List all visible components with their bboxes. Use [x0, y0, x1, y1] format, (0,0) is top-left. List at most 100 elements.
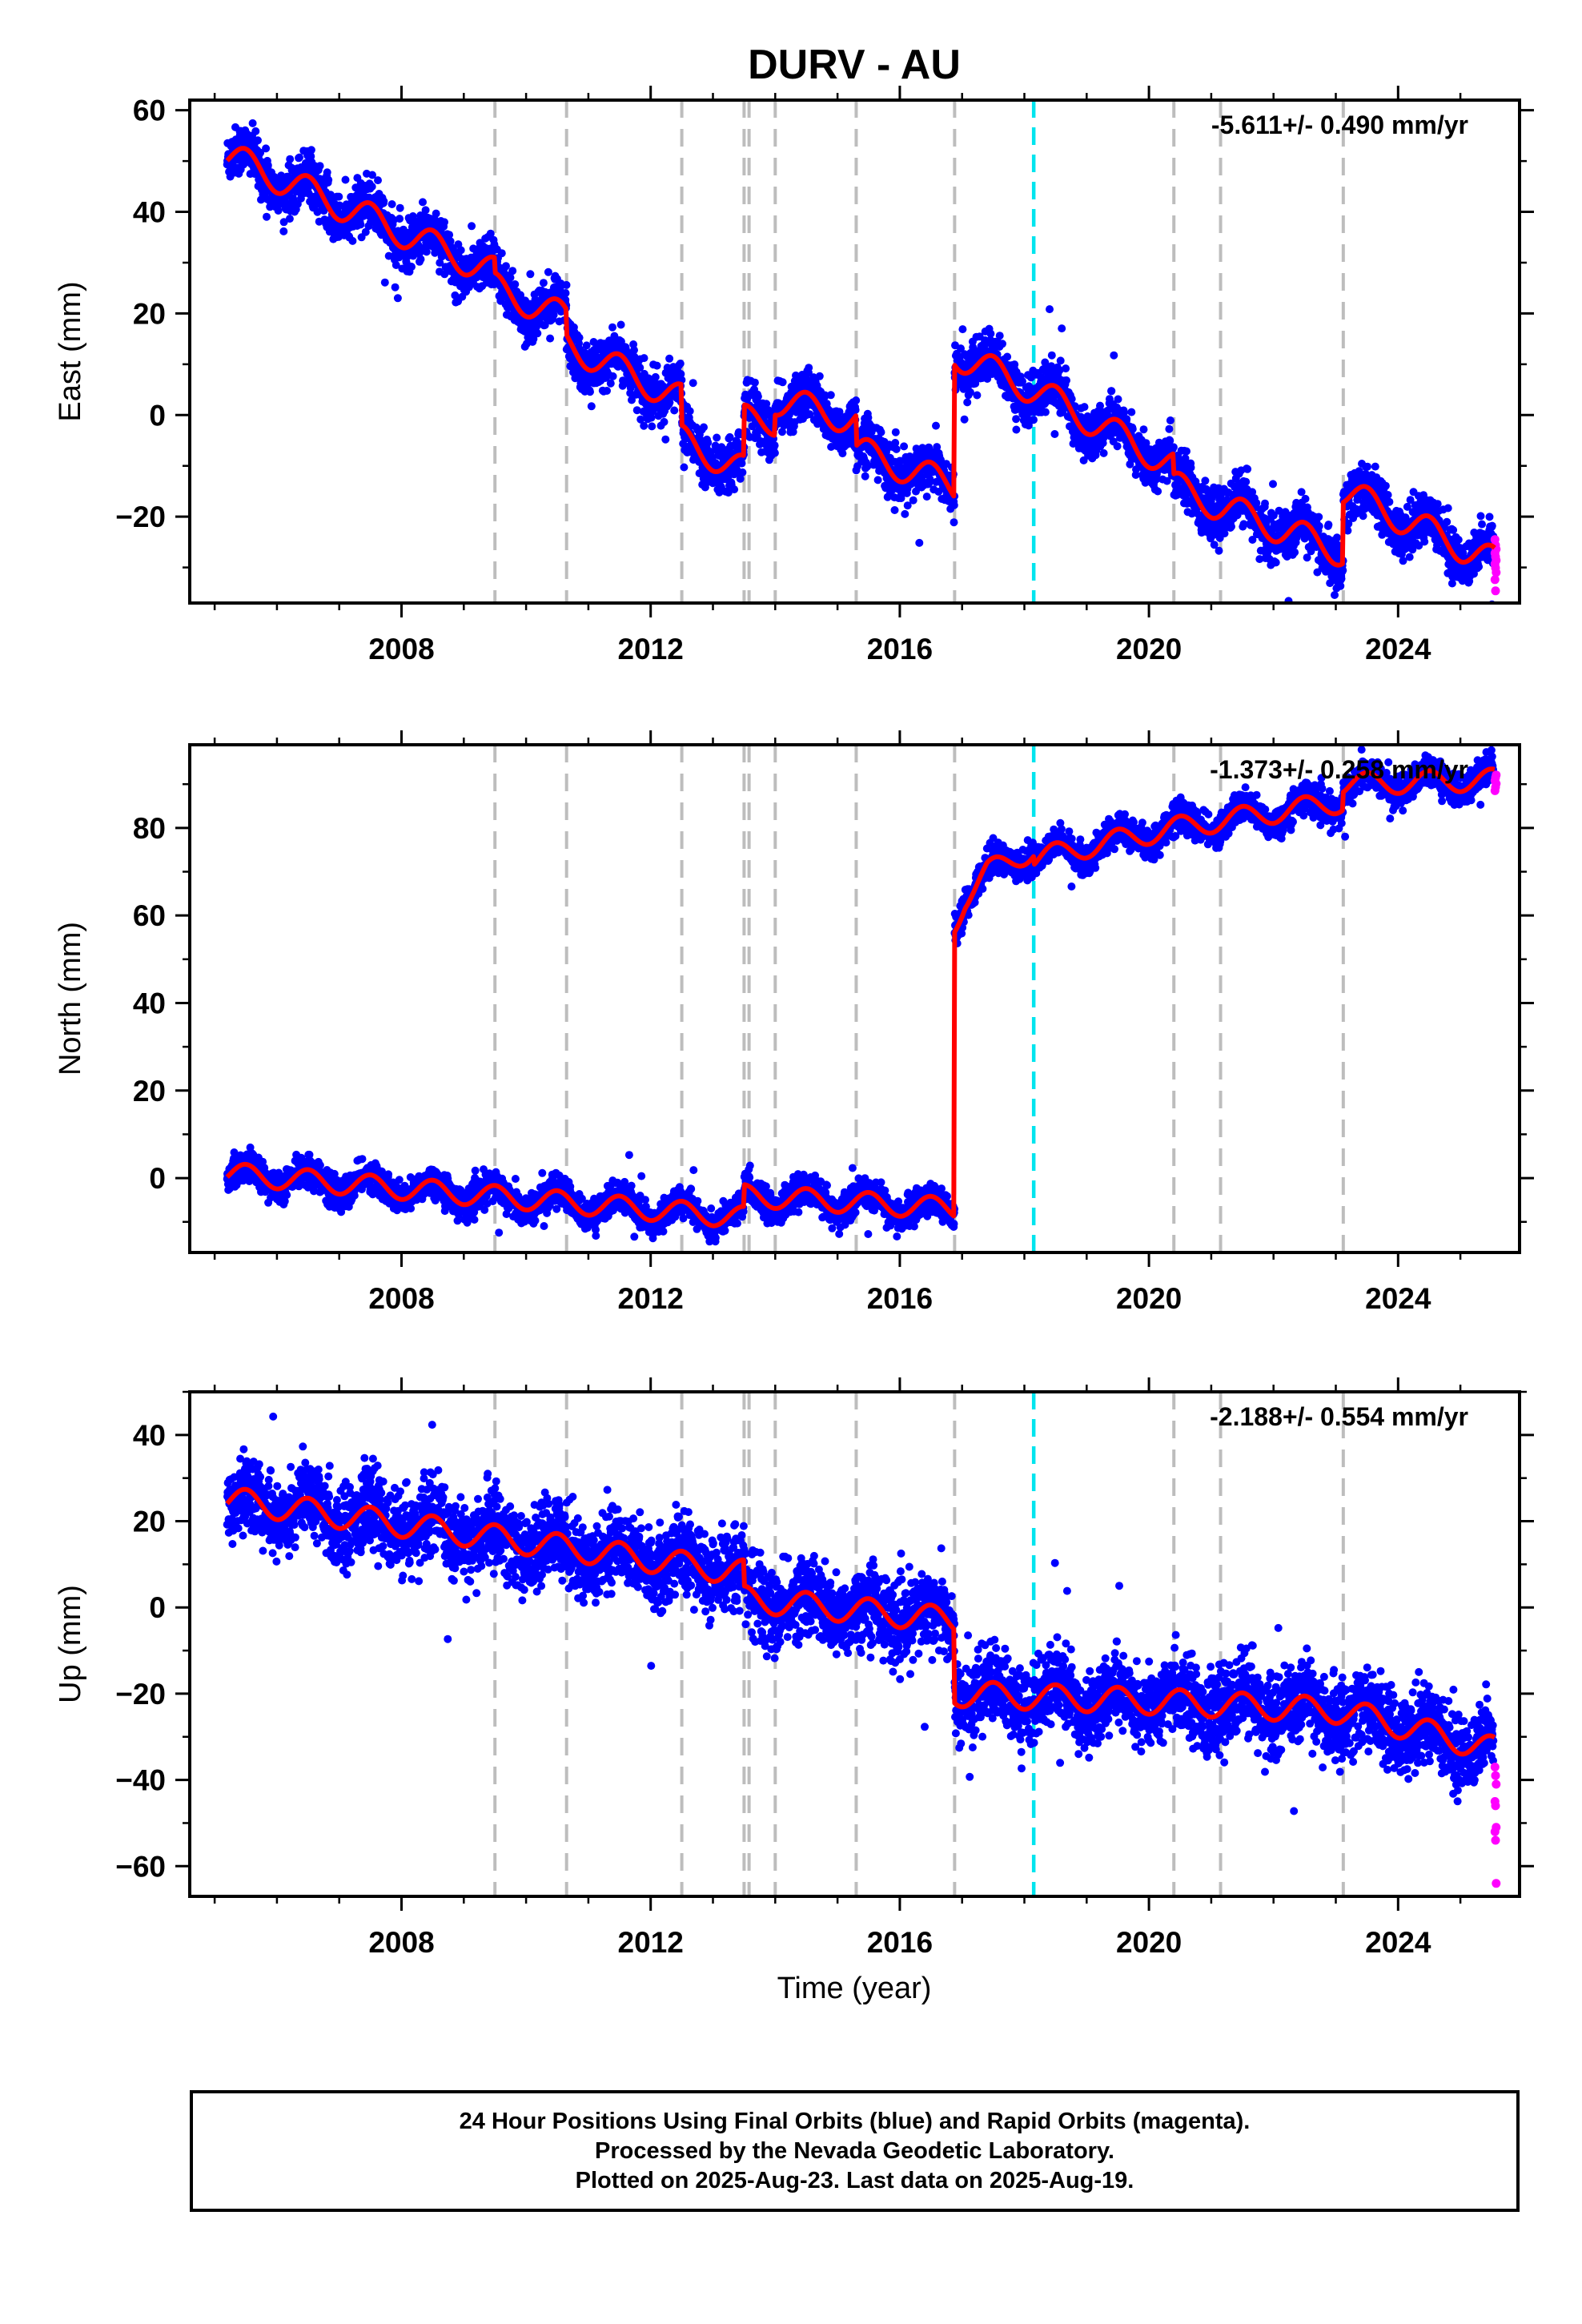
data-point: [1252, 499, 1261, 508]
data-point: [676, 360, 685, 368]
data-point: [877, 428, 885, 436]
data-point: [511, 280, 520, 288]
data-point: [379, 197, 388, 206]
data-point: [502, 262, 510, 271]
data-point: [995, 332, 1004, 340]
data-point: [966, 388, 974, 396]
data-point: [909, 496, 917, 505]
data-point: [677, 370, 685, 378]
data-point: [1227, 522, 1235, 531]
data-point: [1062, 376, 1070, 384]
data-point: [986, 329, 995, 338]
data-point: [1080, 403, 1089, 412]
data-point: [1010, 360, 1019, 369]
data-point: [287, 86, 295, 94]
data-point: [1339, 566, 1347, 575]
data-point: [1363, 462, 1371, 471]
data-point: [730, 485, 739, 494]
data-point: [900, 442, 909, 451]
data-point: [1110, 351, 1118, 360]
data-point: [1405, 553, 1414, 561]
data-point: [456, 246, 465, 255]
data-point: [1315, 513, 1323, 521]
data-point: [1301, 494, 1310, 503]
data-point: [1003, 352, 1012, 361]
data-point: [263, 161, 272, 170]
data-point: [319, 207, 328, 215]
data-point: [508, 267, 517, 275]
data-point: [262, 144, 271, 153]
data-point: [651, 372, 660, 381]
data-point: [432, 209, 440, 218]
data-point: [391, 261, 400, 269]
data-point: [805, 364, 813, 372]
data-point: [421, 206, 430, 215]
data-point: [851, 405, 860, 414]
data-point: [608, 372, 617, 380]
data-point: [1139, 425, 1148, 434]
data-point: [1385, 497, 1394, 506]
data-point: [1381, 481, 1390, 490]
data-point: [648, 422, 656, 431]
data-point: [608, 323, 616, 332]
data-point: [468, 222, 476, 231]
data-point: [1315, 522, 1323, 530]
data-point: [1297, 488, 1306, 497]
data-point: [506, 273, 515, 282]
data-point: [622, 345, 630, 354]
data-point: [636, 364, 644, 372]
data-point: [973, 391, 982, 400]
data-point: [575, 333, 584, 342]
data-point: [497, 249, 506, 258]
data-point: [251, 127, 260, 135]
data-point: [419, 198, 427, 207]
data-point: [821, 391, 829, 400]
data-point: [1243, 464, 1252, 473]
data-point: [446, 237, 455, 246]
data-point: [1012, 425, 1021, 434]
data-point: [750, 378, 759, 387]
data-point: [286, 155, 295, 163]
data-point: [1165, 424, 1174, 433]
data-point: [368, 171, 376, 179]
data-point: [540, 321, 549, 329]
data-point: [1030, 416, 1038, 424]
data-point: [561, 289, 570, 297]
data-point: [603, 387, 611, 395]
data-point: [451, 291, 460, 300]
data-point: [1337, 574, 1346, 583]
data-point: [632, 406, 641, 415]
data-point: [1050, 430, 1059, 438]
data-point: [1113, 442, 1122, 451]
data-point: [1062, 364, 1070, 373]
final-orbit-points: [223, 86, 1498, 603]
data-point: [436, 259, 444, 267]
data-point: [248, 119, 257, 127]
data-point: [689, 379, 697, 388]
data-point: [815, 372, 824, 380]
data-point: [960, 415, 969, 424]
data-point: [315, 162, 324, 171]
data-point: [835, 408, 844, 416]
data-point: [1012, 415, 1021, 424]
data-point: [422, 247, 431, 256]
data-point: [770, 448, 779, 457]
data-point: [915, 538, 924, 547]
data-point: [647, 413, 656, 422]
data-point: [826, 391, 835, 400]
data-point: [416, 255, 425, 263]
data-point: [1261, 499, 1269, 508]
data-point: [737, 459, 746, 468]
data-point: [950, 518, 958, 527]
data-point: [256, 148, 265, 157]
data-point: [770, 441, 779, 450]
data-point: [1047, 351, 1056, 360]
data-point: [724, 489, 733, 497]
data-point: [736, 474, 745, 483]
data-point: [529, 335, 538, 344]
data-point: [892, 444, 901, 453]
data-point: [1383, 491, 1392, 499]
data-point: [1336, 581, 1345, 590]
data-point: [630, 346, 638, 355]
